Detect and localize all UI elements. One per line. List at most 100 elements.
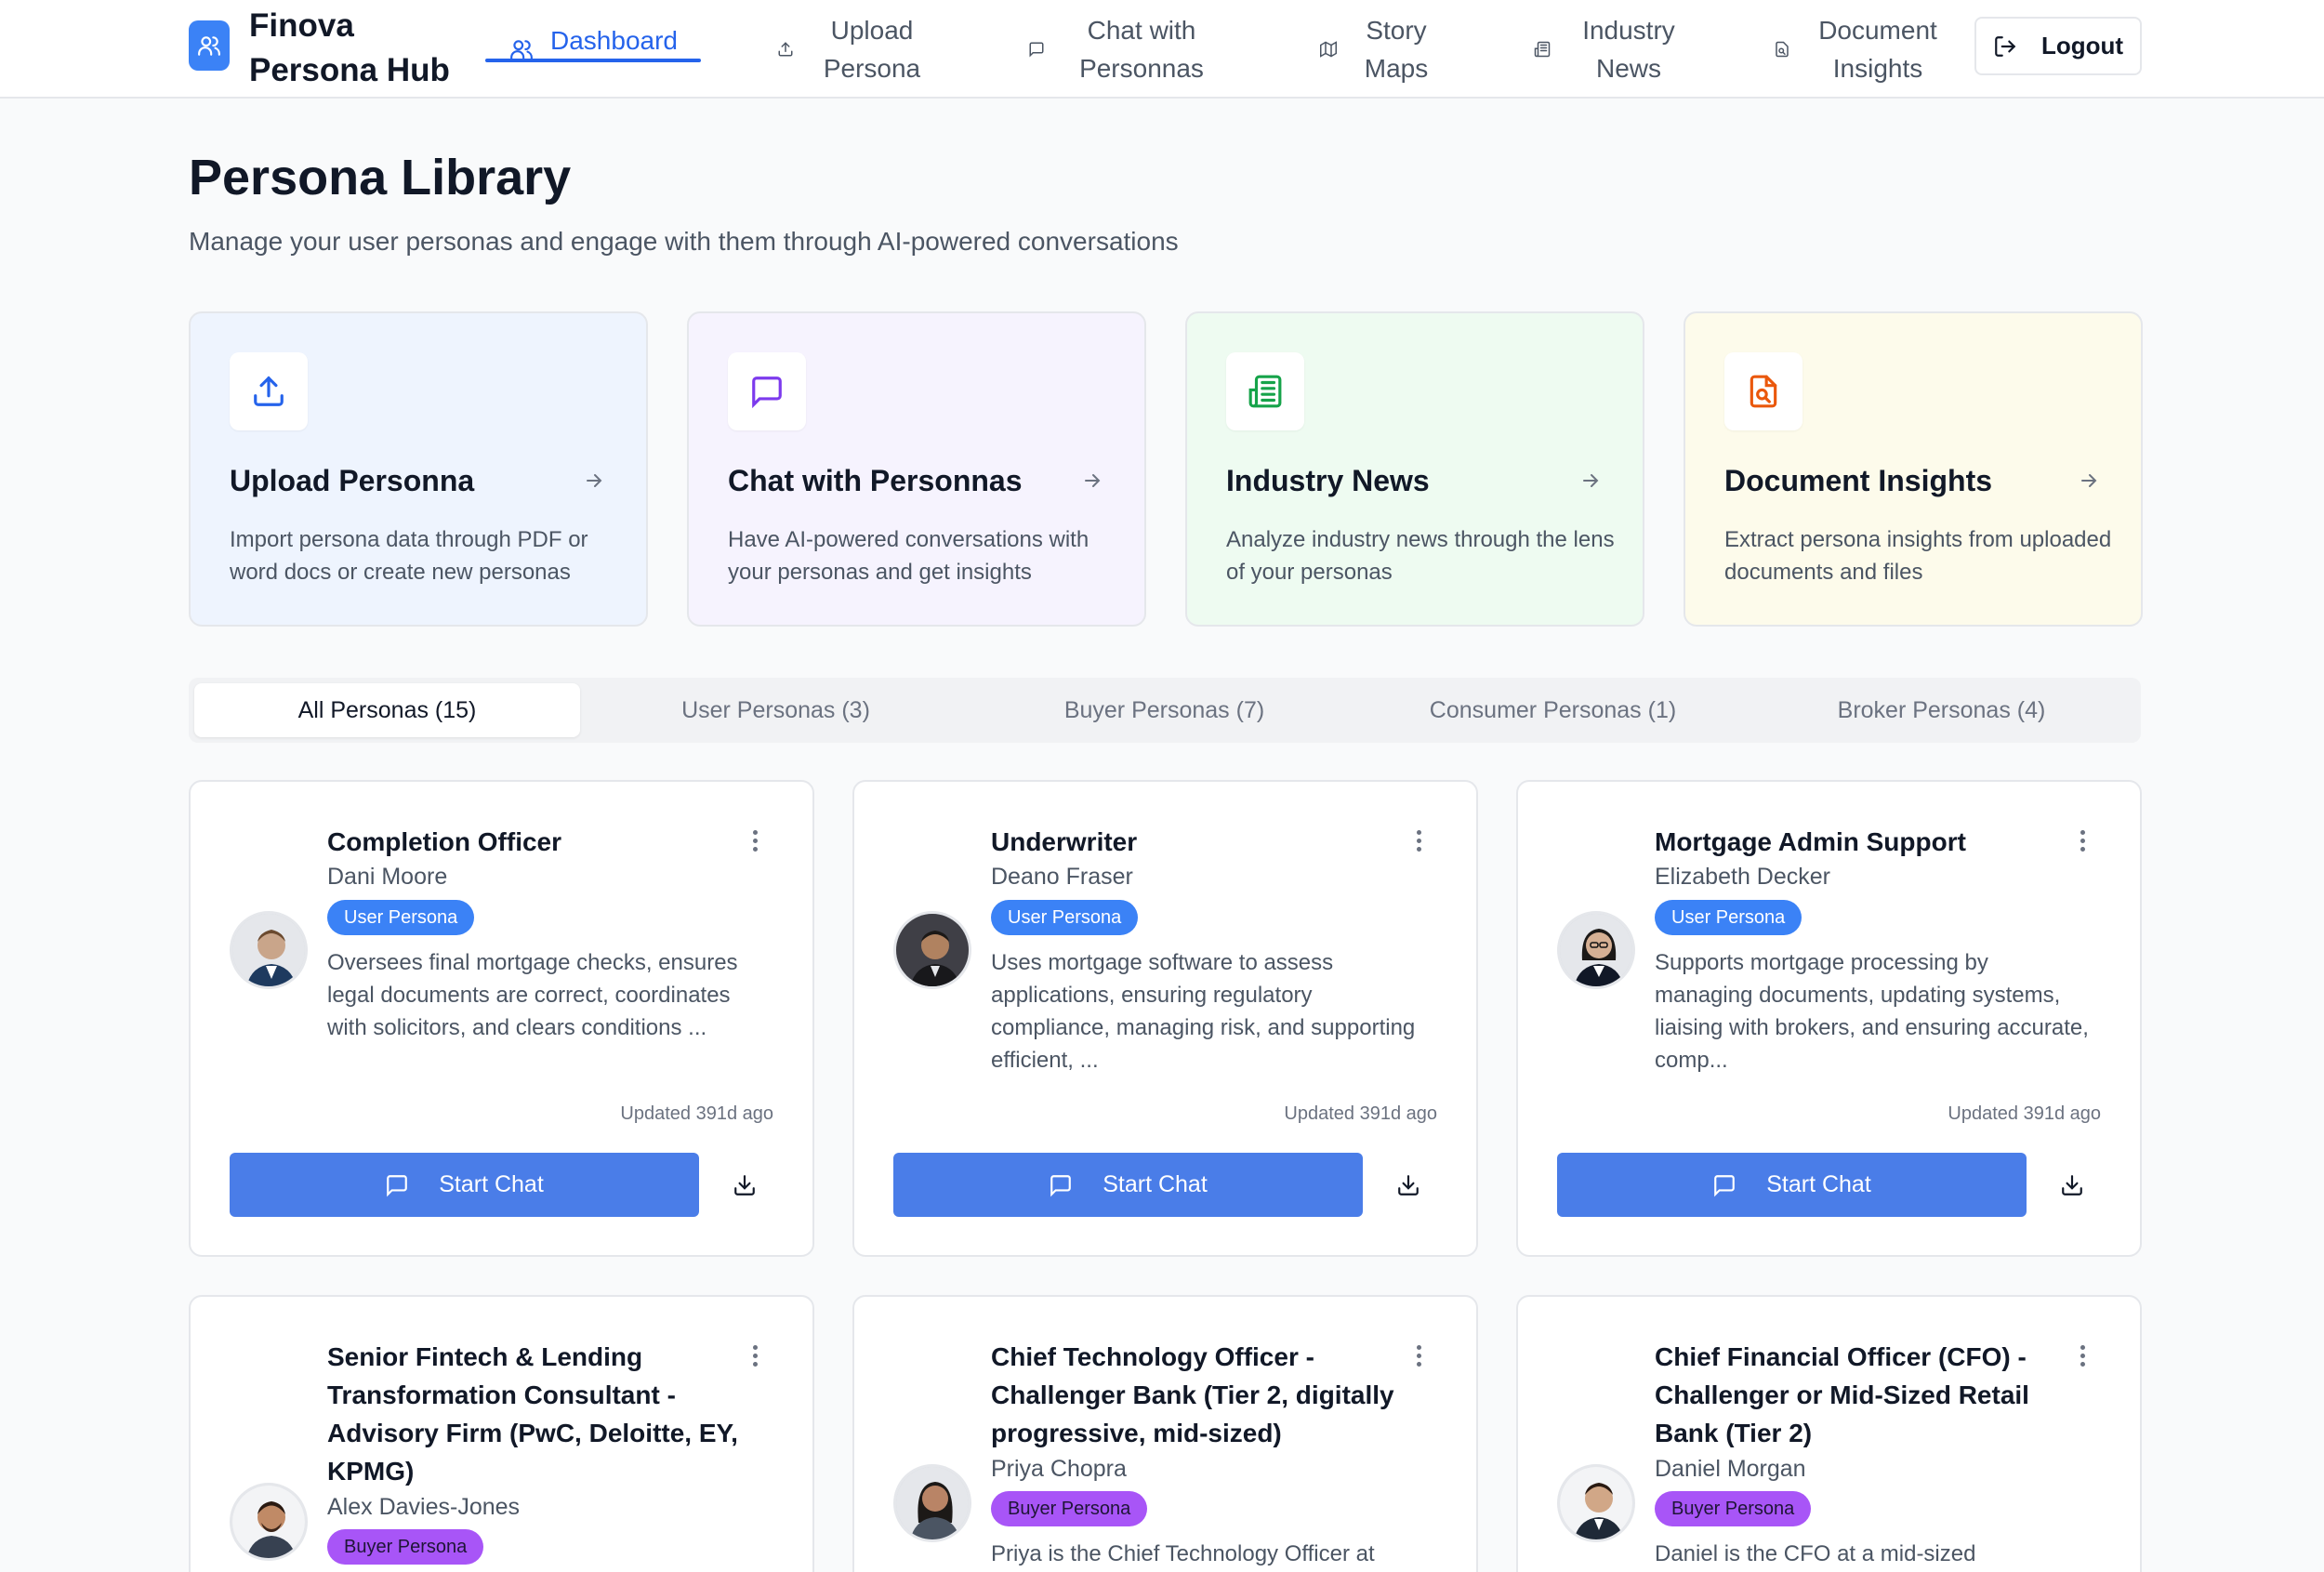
persona-badge: User Persona <box>327 900 475 935</box>
persona-name: Alex Davies-Jones <box>327 1494 521 1520</box>
upload-icon <box>778 42 793 57</box>
nav-story-maps[interactable]: Story Maps <box>1320 9 1450 89</box>
nav-industry-news[interactable]: Industry News <box>1534 9 1701 89</box>
arrow-right-icon <box>2081 474 2097 487</box>
message-icon <box>387 1174 408 1196</box>
persona-badge: Buyer Persona <box>1655 1491 1812 1526</box>
file-search-icon <box>1776 41 1789 58</box>
feature-title: Document Insights <box>1724 464 1993 497</box>
download-icon[interactable] <box>2057 1170 2087 1200</box>
feature-card-documents[interactable]: Document Insights Extract persona insigh… <box>1684 311 2143 627</box>
tab-all-personas[interactable]: All Personas (15) <box>194 683 580 737</box>
persona-badge: User Persona <box>1655 900 1802 935</box>
map-icon <box>1320 41 1337 58</box>
persona-title: Underwriter <box>991 827 1138 856</box>
nav-document-insights[interactable]: Document Insights <box>1774 9 1960 89</box>
newspaper-icon <box>1534 41 1551 58</box>
users-icon <box>189 20 230 71</box>
persona-tabs: All Personas (15) User Personas (3) Buye… <box>189 678 2141 743</box>
nav-label-story-maps: Story Maps <box>1364 16 1429 83</box>
persona-card: Completion Officer Dani Moore User Perso… <box>189 780 814 1257</box>
nav-label-industry-news: Industry News <box>1582 16 1675 83</box>
more-options-icon[interactable] <box>753 1345 759 1370</box>
nav-label-document-insights: Document Insights <box>1818 16 1937 83</box>
persona-badge: Buyer Persona <box>991 1491 1148 1526</box>
persona-updated: Updated 391d ago <box>620 1103 773 1124</box>
persona-description: Daniel is the CFO at a mid-sized <box>1655 1541 1976 1566</box>
persona-title: Mortgage Admin Support <box>1655 827 1966 856</box>
feature-title: Upload Personna <box>230 464 475 497</box>
start-chat-label: Start Chat <box>1103 1171 1208 1197</box>
start-chat-button[interactable]: Start Chat <box>893 1153 1363 1217</box>
message-icon <box>1714 1174 1736 1196</box>
persona-card: Chief Financial Officer (CFO) - Challeng… <box>1516 1295 2142 1572</box>
feature-desc: Import persona data through PDF or word … <box>230 527 588 585</box>
start-chat-button[interactable]: Start Chat <box>1557 1153 2027 1217</box>
logout-label: Logout <box>2040 32 2124 59</box>
nav-label-upload-persona: Upload Persona <box>823 16 921 83</box>
file-search-icon <box>1724 352 1802 430</box>
nav-chat-personas[interactable]: Chat with Personnas <box>1028 9 1251 89</box>
avatar <box>1557 1464 1635 1542</box>
persona-name: Deano Fraser <box>991 864 1133 890</box>
more-options-icon[interactable] <box>1417 1345 1422 1370</box>
persona-description: Supports mortgage processing by managing… <box>1655 950 2089 1073</box>
persona-updated: Updated 391d ago <box>1948 1103 2101 1124</box>
page-subtitle: Manage your user personas and engage wit… <box>189 227 1179 256</box>
avatar <box>230 911 308 989</box>
more-options-icon[interactable] <box>753 830 759 855</box>
feature-title: Chat with Personnas <box>728 464 1023 497</box>
download-icon[interactable] <box>1393 1170 1423 1200</box>
persona-card: Chief Technology Officer - Challenger Ba… <box>852 1295 1478 1572</box>
page-title: Persona Library <box>189 150 572 205</box>
persona-updated: Updated 391d ago <box>1284 1103 1437 1124</box>
nav-label-dashboard: Dashboard <box>550 25 678 55</box>
persona-card: Mortgage Admin Support Elizabeth Decker … <box>1516 780 2142 1257</box>
tab-buyer-personas[interactable]: Buyer Personas (7) <box>1063 696 1265 723</box>
tab-user-personas[interactable]: User Personas (3) <box>681 696 870 723</box>
logout-button[interactable]: Logout <box>1974 17 2142 75</box>
persona-description: Priya is the Chief Technology Officer at <box>991 1541 1375 1566</box>
message-icon <box>728 352 806 430</box>
feature-title: Industry News <box>1226 464 1430 497</box>
persona-name: Daniel Morgan <box>1655 1456 1806 1482</box>
more-options-icon[interactable] <box>2080 1345 2086 1370</box>
start-chat-label: Start Chat <box>1766 1171 1871 1197</box>
persona-badge: User Persona <box>991 900 1139 935</box>
arrow-right-icon <box>1583 474 1599 487</box>
start-chat-label: Start Chat <box>439 1171 544 1197</box>
more-options-icon[interactable] <box>1417 830 1422 855</box>
avatar <box>893 1464 971 1542</box>
more-options-icon[interactable] <box>2080 830 2086 855</box>
logout-icon <box>1995 35 2016 57</box>
persona-name: Priya Chopra <box>991 1456 1127 1482</box>
nav-dashboard[interactable]: Dashboard <box>509 9 678 89</box>
feature-desc: Have AI-powered conversations with your … <box>728 527 1089 585</box>
persona-name: Elizabeth Decker <box>1655 864 1830 890</box>
avatar <box>1557 911 1635 989</box>
arrow-right-icon <box>1085 474 1101 487</box>
nav-upload-persona[interactable]: Upload Persona <box>777 9 935 89</box>
persona-title: Completion Officer <box>327 827 562 856</box>
tab-broker-personas[interactable]: Broker Personas (4) <box>1837 696 2046 723</box>
persona-description: Uses mortgage software to assess applica… <box>991 950 1416 1073</box>
active-nav-underline <box>485 59 701 62</box>
upload-icon <box>230 352 308 430</box>
feature-card-upload[interactable]: Upload Personna Import persona data thro… <box>189 311 648 627</box>
avatar <box>230 1483 308 1561</box>
newspaper-icon <box>1226 352 1304 430</box>
tab-consumer-personas[interactable]: Consumer Personas (1) <box>1429 696 1677 723</box>
persona-title: Chief Financial Officer (CFO) - Challeng… <box>1655 1342 2029 1447</box>
feature-card-chat[interactable]: Chat with Personnas Have AI-powered conv… <box>687 311 1146 627</box>
start-chat-button[interactable]: Start Chat <box>230 1153 699 1217</box>
brand-name: Finova Persona Hub <box>249 7 450 88</box>
persona-name: Dani Moore <box>327 864 448 890</box>
message-icon <box>1029 42 1044 58</box>
feature-desc: Analyze industry news through the lens o… <box>1226 527 1615 585</box>
feature-card-news[interactable]: Industry News Analyze industry news thro… <box>1185 311 1644 627</box>
persona-badge: Buyer Persona <box>327 1529 484 1565</box>
nav-label-chat: Chat with Personnas <box>1079 16 1204 83</box>
download-icon[interactable] <box>730 1170 759 1200</box>
persona-description: Oversees final mortgage checks, ensures … <box>327 950 738 1040</box>
persona-card: Underwriter Deano Fraser User Persona Us… <box>852 780 1478 1257</box>
